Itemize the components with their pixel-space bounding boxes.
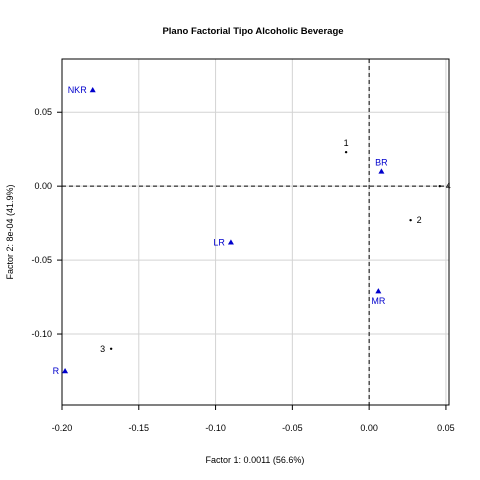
triangle-marker [89, 87, 96, 93]
triangle-marker [62, 367, 69, 374]
x-tick-label: -0.15 [129, 423, 150, 433]
y-axis-label: Factor 2: 8e-04 (41.9%) [5, 184, 15, 279]
point-label: NKR [68, 85, 88, 95]
x-tick-label: -0.05 [282, 423, 303, 433]
y-tick-label: 0.00 [34, 181, 52, 191]
x-tick-label: -0.20 [52, 423, 73, 433]
y-axis: -0.10 -0.05 0.00 0.05 [31, 107, 62, 339]
point-label: 2 [417, 215, 422, 225]
data-points: 1 2 3 4 NKR BR LR MR R [53, 85, 451, 376]
triangle-marker [378, 168, 385, 174]
dot-marker [109, 347, 113, 351]
chart-title: Plano Factorial Tipo Alcoholic Beverage [162, 26, 343, 37]
y-tick-label: -0.10 [31, 329, 52, 339]
reference-lines [62, 59, 449, 405]
triangle-marker [375, 288, 382, 294]
dot-marker [344, 150, 348, 154]
y-tick-label: 0.05 [34, 107, 52, 117]
point-label: 3 [100, 344, 105, 354]
y-tick-label: -0.05 [31, 255, 52, 265]
plot-frame [61, 58, 450, 406]
x-axis-label: Factor 1: 0.0011 (56.6%) [206, 455, 305, 465]
point-label: 1 [344, 138, 349, 148]
point-label: R [53, 366, 60, 376]
grid [61, 59, 449, 405]
triangle-marker [227, 239, 234, 245]
x-tick-label: -0.10 [205, 423, 226, 433]
x-axis: -0.20 -0.15 -0.10 -0.05 0.00 0.05 [52, 405, 455, 433]
dot-marker [409, 218, 412, 222]
point-label: 4 [446, 181, 451, 191]
x-tick-label: 0.00 [360, 423, 378, 433]
x-tick-label: 0.05 [437, 423, 455, 433]
dot-marker [438, 184, 441, 188]
point-label: MR [371, 296, 385, 306]
point-label: LR [213, 237, 225, 247]
point-label: BR [375, 157, 388, 167]
